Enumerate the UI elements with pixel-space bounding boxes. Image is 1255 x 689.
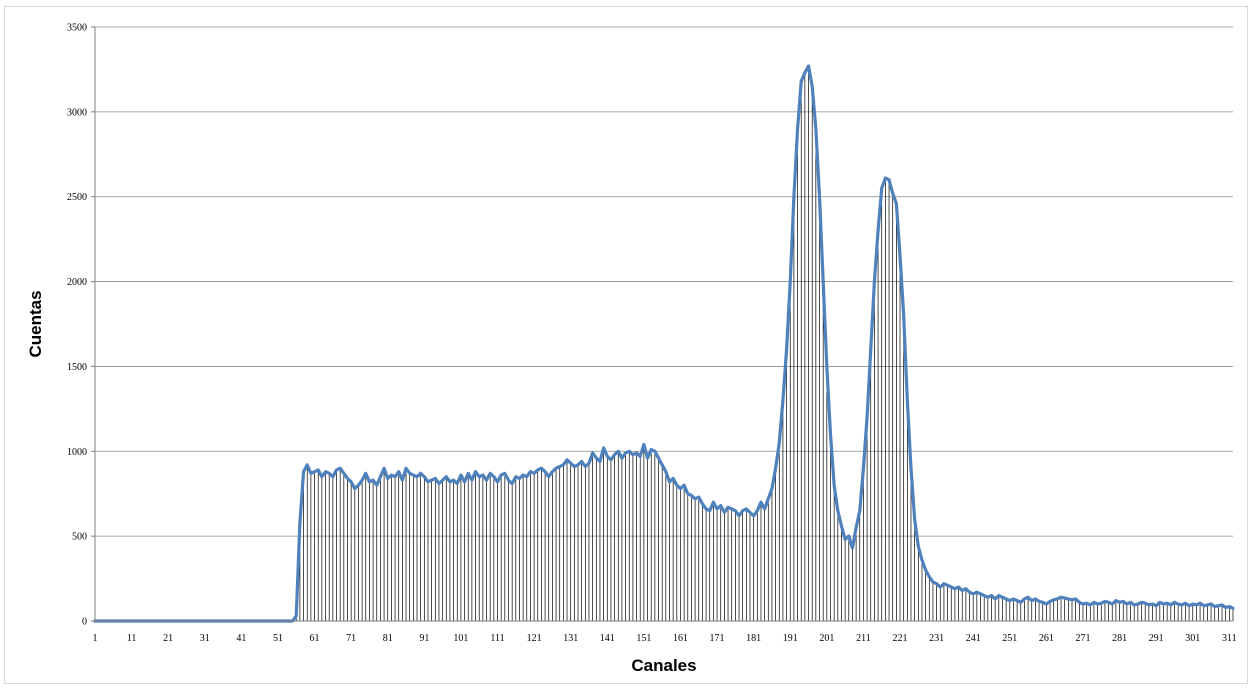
x-tick-label: 101 bbox=[453, 633, 468, 644]
series-layer bbox=[93, 64, 1235, 623]
x-tick-label: 91 bbox=[419, 633, 429, 644]
y-tick-label: 2000 bbox=[67, 277, 87, 288]
x-tick-label: 291 bbox=[1149, 633, 1164, 644]
x-tick-label: 1 bbox=[93, 633, 98, 644]
x-tick-label: 211 bbox=[856, 633, 871, 644]
y-tick-label: 1000 bbox=[67, 447, 87, 458]
x-tick-label: 161 bbox=[673, 633, 688, 644]
x-tick-label: 171 bbox=[710, 633, 725, 644]
y-tick-label: 1500 bbox=[67, 362, 87, 373]
x-tick-label: 51 bbox=[273, 633, 283, 644]
x-tick-label: 231 bbox=[929, 633, 944, 644]
x-tick-label: 271 bbox=[1075, 633, 1090, 644]
x-tick-label: 71 bbox=[346, 633, 356, 644]
x-tick-label: 311 bbox=[1222, 633, 1237, 644]
x-tick-label: 221 bbox=[893, 633, 908, 644]
x-tick-label: 151 bbox=[636, 633, 651, 644]
x-tick-label: 191 bbox=[783, 633, 798, 644]
x-tick-label: 11 bbox=[127, 633, 137, 644]
x-axis-title: Canales bbox=[631, 656, 696, 675]
x-tick-label: 121 bbox=[527, 633, 542, 644]
x-tick-label: 241 bbox=[966, 633, 981, 644]
x-tick-label: 281 bbox=[1112, 633, 1127, 644]
x-tick-label: 261 bbox=[1039, 633, 1054, 644]
y-tick-label: 500 bbox=[72, 532, 87, 543]
x-tick-label: 111 bbox=[490, 633, 504, 644]
y-tick-label: 3500 bbox=[67, 23, 87, 34]
y-tick-label: 0 bbox=[82, 617, 87, 628]
x-tick-label: 61 bbox=[310, 633, 320, 644]
y-tick-label: 2500 bbox=[67, 192, 87, 203]
x-tick-label: 181 bbox=[746, 633, 761, 644]
x-tick-label: 141 bbox=[600, 633, 615, 644]
axis-layer bbox=[91, 26, 1233, 622]
x-tick-label: 131 bbox=[563, 633, 578, 644]
chart-frame: 0 500 1000 1500 2000 2500 3000 3500 1 11 21 31 41 51 6… bbox=[4, 6, 1248, 684]
x-tick-label: 301 bbox=[1185, 633, 1200, 644]
y-axis-title: Cuentas bbox=[26, 290, 45, 357]
drop-lines bbox=[295, 66, 1234, 621]
x-tick-label: 41 bbox=[236, 633, 246, 644]
y-tick-label: 3000 bbox=[67, 107, 87, 118]
x-tick-label: 251 bbox=[1002, 633, 1017, 644]
grid-layer bbox=[95, 26, 1233, 537]
x-tick-label: 21 bbox=[163, 633, 173, 644]
x-tick-label: 31 bbox=[200, 633, 210, 644]
x-tick-label: 201 bbox=[819, 633, 834, 644]
series-line bbox=[93, 64, 1235, 623]
x-tick-label: 81 bbox=[383, 633, 393, 644]
